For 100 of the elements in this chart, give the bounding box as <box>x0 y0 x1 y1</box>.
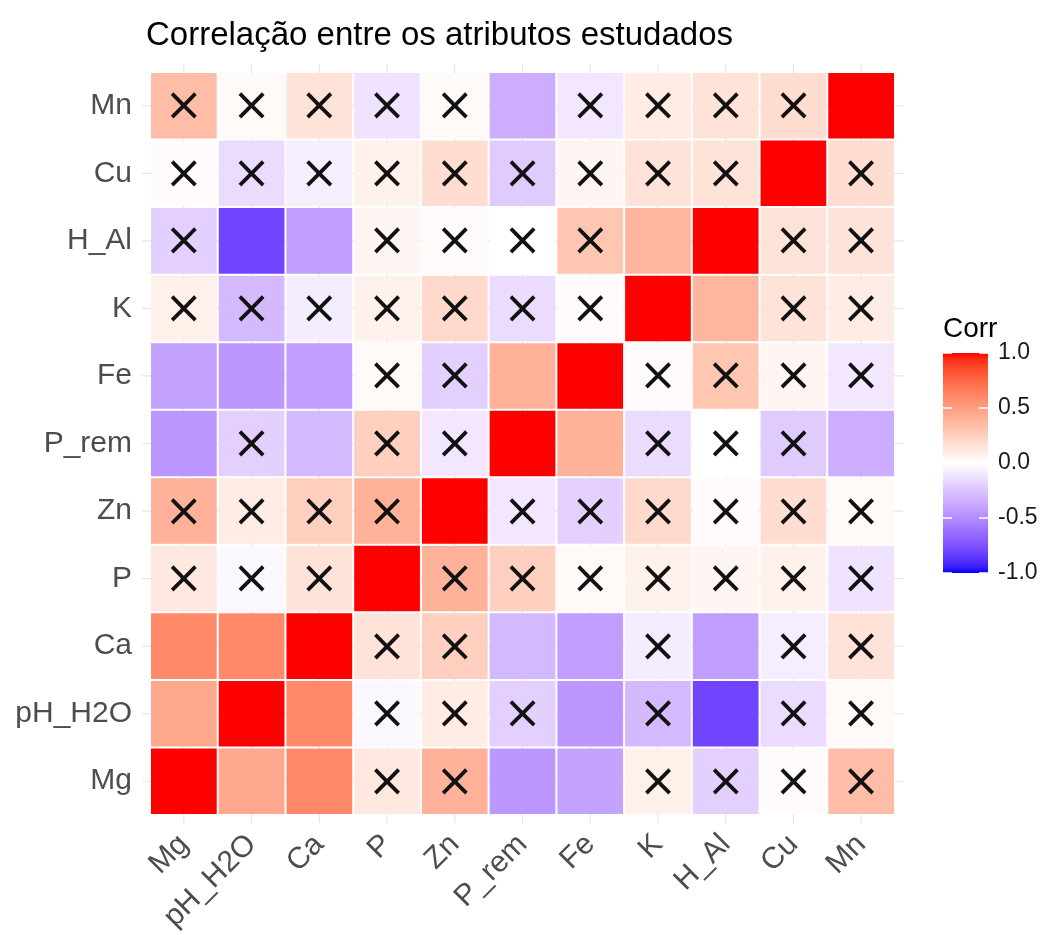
y-tick-label: K <box>111 289 132 323</box>
data-label: × <box>367 415 407 469</box>
data-label: × <box>435 685 475 740</box>
data-label: × <box>706 144 745 199</box>
data-label: × <box>435 77 475 132</box>
data-label: × <box>367 617 407 672</box>
data-label: × <box>435 550 475 605</box>
data-label: × <box>503 550 542 605</box>
data-label: × <box>503 482 542 537</box>
color-bar-label: -0.5 <box>998 503 1038 530</box>
data-label: × <box>164 550 204 605</box>
y-tick-label: H_Al <box>66 222 132 256</box>
data-label: × <box>300 279 339 334</box>
y-tick-label: Fe <box>96 357 132 391</box>
data-label: × <box>164 279 204 334</box>
data-label: × <box>503 212 542 267</box>
data-label: × <box>300 482 339 537</box>
data-label: × <box>367 144 407 199</box>
x-tick-label: P <box>359 826 398 864</box>
data-label: × <box>841 752 881 807</box>
data-label: × <box>300 144 339 199</box>
data-label: × <box>164 482 204 537</box>
y-tick-label: P_rem <box>43 424 132 458</box>
data-label: × <box>706 347 745 402</box>
data-label: × <box>774 550 813 605</box>
data-label: × <box>367 482 407 537</box>
data-label: × <box>774 752 813 807</box>
chart-title: Correlação entre os atributos estudados <box>146 15 734 52</box>
data-label: × <box>841 617 881 672</box>
data-label: × <box>164 144 204 199</box>
data-label: × <box>774 415 813 469</box>
data-label: × <box>503 144 542 199</box>
data-label: × <box>841 482 881 537</box>
data-label: × <box>300 77 339 132</box>
data-label: × <box>435 347 475 402</box>
data-label: × <box>367 347 407 402</box>
data-label: × <box>841 144 881 199</box>
data-label: × <box>774 279 813 334</box>
data-label: × <box>503 685 542 740</box>
data-label: × <box>774 617 813 672</box>
y-tick-label: pH_H2O <box>15 694 132 728</box>
data-label: × <box>232 77 271 132</box>
data-label: × <box>706 752 745 807</box>
data-label: × <box>435 617 475 672</box>
color-bar-label: 0.0 <box>998 448 1030 475</box>
data-label: × <box>570 77 610 132</box>
y-tick-label: Zn <box>96 492 132 526</box>
data-label: × <box>638 415 678 469</box>
data-label: × <box>638 77 678 132</box>
color-bar-label: -1.0 <box>998 558 1038 585</box>
y-tick-label: Ca <box>93 627 133 661</box>
data-label: × <box>638 685 678 740</box>
x-tick-label: K <box>630 826 669 864</box>
data-label: × <box>774 77 813 132</box>
y-tick-label: Mn <box>90 87 132 121</box>
data-label: × <box>570 550 610 605</box>
data-label: × <box>841 685 881 740</box>
color-bar-label: 1.0 <box>998 338 1030 365</box>
data-label: × <box>435 279 475 334</box>
data-label: × <box>706 77 745 132</box>
data-label: × <box>841 550 881 605</box>
data-label: × <box>638 752 678 807</box>
data-label: × <box>367 685 407 740</box>
y-tick-label: Cu <box>93 154 132 188</box>
data-label: × <box>164 212 204 267</box>
data-label: × <box>367 212 407 267</box>
data-label: × <box>570 279 610 334</box>
data-label: × <box>638 144 678 199</box>
color-bar-label: 0.5 <box>998 393 1030 420</box>
data-label: × <box>435 144 475 199</box>
data-label: × <box>706 550 745 605</box>
data-label: × <box>841 279 881 334</box>
x-tick-label: Ca <box>278 826 330 877</box>
x-tick-label: Fe <box>552 826 601 875</box>
data-label: × <box>706 415 745 469</box>
data-label: × <box>638 482 678 537</box>
data-label: × <box>232 144 271 199</box>
data-label: × <box>638 347 678 402</box>
data-label: × <box>435 212 475 267</box>
data-label: × <box>570 212 610 267</box>
data-label: × <box>570 144 610 199</box>
data-label: × <box>232 550 271 605</box>
y-tick-label: Mg <box>90 762 132 796</box>
data-label: × <box>164 77 204 132</box>
data-label: × <box>503 279 542 334</box>
data-label: × <box>841 347 881 402</box>
data-label: × <box>774 685 813 740</box>
data-label: × <box>232 279 271 334</box>
data-label: × <box>841 212 881 267</box>
data-label: × <box>300 550 339 605</box>
data-label: × <box>570 482 610 537</box>
data-label: × <box>706 482 745 537</box>
data-label: × <box>774 347 813 402</box>
data-label: × <box>774 482 813 537</box>
x-tick-label: Mn <box>818 826 872 880</box>
data-label: × <box>232 482 271 537</box>
data-label: × <box>367 77 407 132</box>
data-label: × <box>638 617 678 672</box>
y-tick-label: P <box>111 559 132 593</box>
data-label: × <box>435 752 475 807</box>
